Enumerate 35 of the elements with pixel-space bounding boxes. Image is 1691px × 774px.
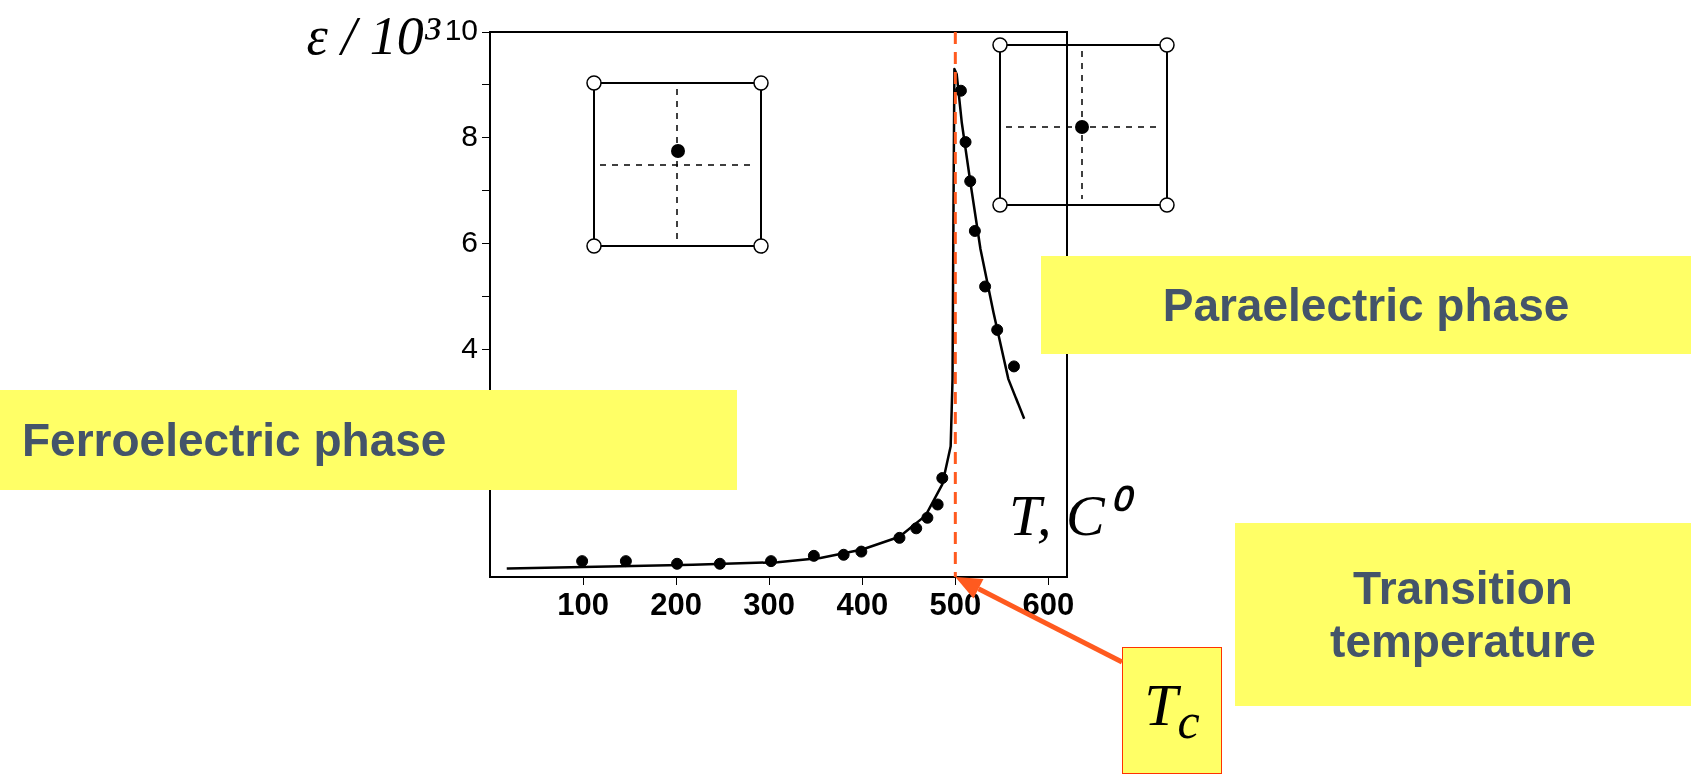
point: [837, 548, 850, 561]
y-axis-title: ε / 10³: [306, 6, 441, 66]
point: [991, 323, 1004, 336]
point: [964, 175, 977, 188]
point: [713, 557, 726, 570]
x-tick-label: 500: [929, 587, 982, 623]
point: [979, 280, 992, 293]
x-tick-label: 100: [557, 587, 609, 623]
point: [954, 84, 967, 97]
y-tick-label: 4: [461, 330, 478, 364]
point: [921, 511, 934, 524]
point: [968, 224, 981, 237]
y-tick-label: 10: [444, 13, 478, 47]
y-tick-label: 8: [461, 119, 478, 153]
point: [1007, 360, 1020, 373]
text: Paraelectric phase: [1162, 278, 1570, 332]
y-tick-label: 6: [461, 224, 478, 258]
x-tick-label: 200: [650, 587, 702, 623]
x-tick-label: 400: [836, 587, 889, 623]
point: [936, 472, 949, 485]
point: [893, 531, 906, 544]
point: [931, 498, 944, 511]
point: [671, 557, 684, 570]
point: [807, 549, 820, 562]
point: [855, 545, 868, 558]
point: [959, 136, 972, 149]
point: [765, 555, 778, 568]
x-axis-title: T, C⁰: [1009, 483, 1135, 548]
text: Transition temperature: [1329, 561, 1597, 668]
point: [910, 522, 923, 535]
x-tick-label: 300: [743, 587, 796, 623]
text: Ferroelectric phase: [22, 413, 447, 467]
x-tick-label: 600: [1022, 587, 1075, 623]
point: [619, 555, 632, 568]
text: T$_{c}$: [1144, 671, 1200, 750]
